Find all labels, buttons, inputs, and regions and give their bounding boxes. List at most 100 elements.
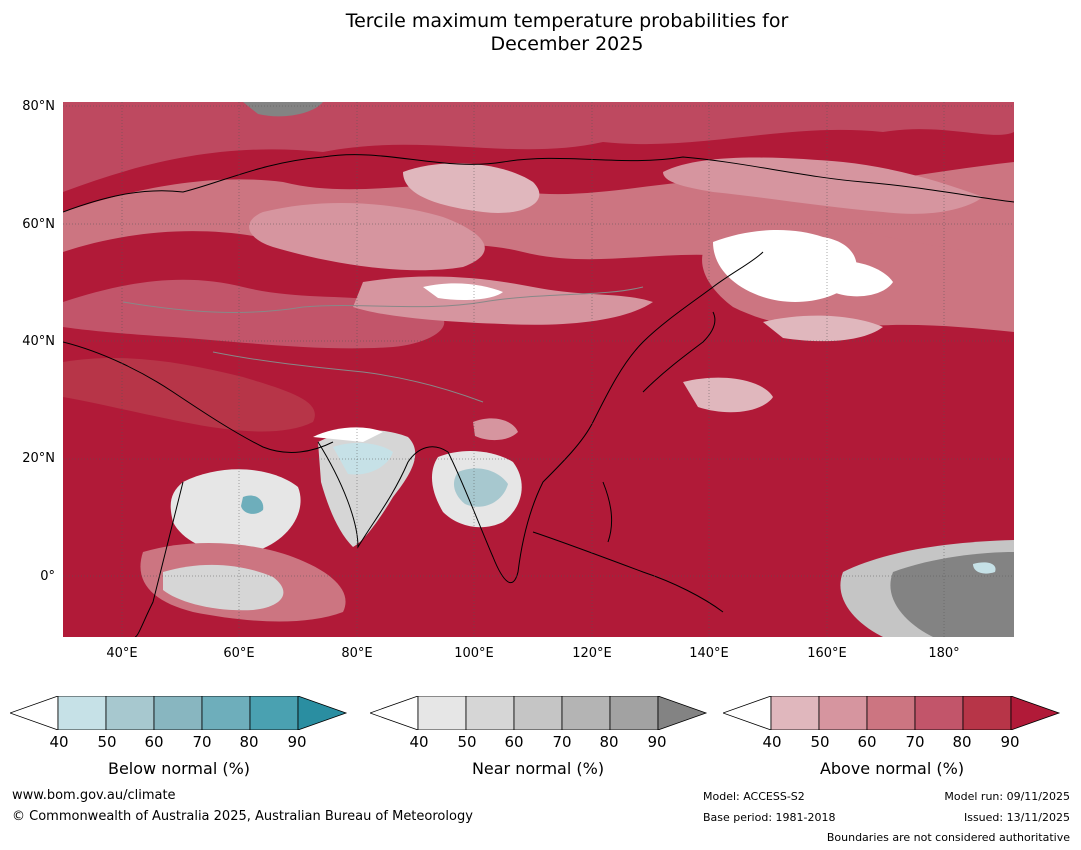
colorbar-below-title: Below normal (%) xyxy=(107,759,251,778)
lat-label-80n: 80°N xyxy=(22,99,55,114)
region-indochina-below-normal xyxy=(453,468,508,507)
tick-above-90: 90 xyxy=(1000,733,1020,751)
copyright-text: © Commonwealth of Australia 2025, Austra… xyxy=(12,809,473,824)
lon-label-120e: 120°E xyxy=(572,646,612,661)
region-north-pacific-light xyxy=(763,315,883,342)
border-line-2 xyxy=(212,351,484,403)
tick-below-60: 60 xyxy=(144,733,164,751)
region-india-below-normal xyxy=(333,442,393,475)
colorbar-below-segment xyxy=(201,696,251,730)
region-mongolia-white xyxy=(423,283,503,300)
tick-above-80: 80 xyxy=(952,733,972,751)
lat-label-40n: 40°N xyxy=(22,334,55,349)
region-west-siberia xyxy=(249,202,485,271)
base-period-text: Base period: 1981-2018 xyxy=(703,811,836,824)
region-west-pacific-light xyxy=(683,377,773,413)
region-central-siberia xyxy=(403,163,540,213)
tick-below-70: 70 xyxy=(192,733,212,751)
lon-label-140e: 140°E xyxy=(689,646,729,661)
colorbar-below-segment xyxy=(153,696,203,730)
tick-near-90: 90 xyxy=(647,733,667,751)
tick-below-50: 50 xyxy=(97,733,117,751)
probability-map xyxy=(63,102,1014,637)
indochina-coastline xyxy=(447,421,594,584)
tick-above-50: 50 xyxy=(810,733,830,751)
indonesia-outline xyxy=(532,531,724,613)
website-link[interactable]: www.bom.gov.au/climate xyxy=(12,788,176,803)
colorbar-near-segment xyxy=(513,696,563,730)
tick-near-40: 40 xyxy=(409,733,429,751)
colorbar-near-title: Near normal (%) xyxy=(471,759,605,778)
colorbar-above-segment xyxy=(818,696,868,730)
lat-label-0: 0° xyxy=(40,569,55,584)
colorbar-near xyxy=(370,696,708,730)
coastlines xyxy=(63,154,1014,637)
title-line-2: December 2025 xyxy=(490,33,644,55)
china-coastline xyxy=(592,251,764,423)
colorbar-above-segment xyxy=(962,696,1012,730)
region-arctic xyxy=(63,102,1014,192)
tick-below-90: 90 xyxy=(287,733,307,751)
tick-above-60: 60 xyxy=(857,733,877,751)
tick-near-60: 60 xyxy=(504,733,524,751)
arctic-coastline xyxy=(63,154,1014,213)
model-text: Model: ACCESS-S2 xyxy=(703,790,805,803)
colorbar-above-title: Above normal (%) xyxy=(819,759,965,778)
lat-label-20n: 20°N xyxy=(22,451,55,466)
country-borders xyxy=(122,286,644,403)
region-kamchatka-white xyxy=(713,230,857,302)
tick-below-40: 40 xyxy=(49,733,69,751)
colorbar-near-segment xyxy=(561,696,611,730)
colorbar-near-segment xyxy=(417,696,467,730)
tick-near-70: 70 xyxy=(552,733,572,751)
colorbar-below-min-triangle xyxy=(10,696,59,730)
tick-below-80: 80 xyxy=(239,733,259,751)
region-east-siberia xyxy=(663,157,983,214)
region-east-africa-below-normal xyxy=(241,495,264,514)
colorbar-above-max-triangle xyxy=(1010,696,1061,730)
region-eq-pacific-below-normal xyxy=(973,562,996,574)
colorbar-below-max-triangle xyxy=(297,696,348,730)
colorbar-below xyxy=(10,696,348,730)
disclaimer-text: Boundaries are not considered authoritat… xyxy=(826,831,1070,844)
region-sea-of-okhotsk xyxy=(823,260,893,297)
region-india-white xyxy=(313,427,383,442)
model-run-text: Model run: 09/11/2025 xyxy=(944,790,1070,803)
colorbar-near-segment xyxy=(465,696,515,730)
colorbar-above xyxy=(723,696,1061,730)
colorbar-above-segment xyxy=(770,696,820,730)
middle-east-coastline xyxy=(63,341,334,453)
title-line-1: Tercile maximum temperature probabilitie… xyxy=(345,10,789,32)
lon-label-60e: 60°E xyxy=(223,646,255,661)
colorbar-above-segment xyxy=(914,696,964,730)
tick-near-50: 50 xyxy=(457,733,477,751)
issued-text: Issued: 13/11/2025 xyxy=(963,811,1070,824)
lon-label-100e: 100°E xyxy=(454,646,494,661)
map-panel xyxy=(63,102,1014,637)
region-indian-ocean-near-normal xyxy=(163,564,284,611)
tick-near-80: 80 xyxy=(599,733,619,751)
region-central-asia xyxy=(63,279,445,349)
colorbar-below-segment xyxy=(105,696,155,730)
philippines-outline xyxy=(602,481,613,543)
region-middle-east xyxy=(63,357,315,432)
colorbar-above-segment xyxy=(866,696,916,730)
lon-label-160e: 160°E xyxy=(807,646,847,661)
colorbar-near-segment xyxy=(609,696,659,730)
gridlines xyxy=(63,102,1014,637)
east-africa-coastline xyxy=(134,481,184,637)
lon-label-180: 180° xyxy=(928,646,960,661)
japan-outline xyxy=(642,311,716,393)
region-arctic-grey xyxy=(243,102,323,117)
lat-label-60n: 60°N xyxy=(22,217,55,232)
colorbar-above-min-triangle xyxy=(723,696,772,730)
colorbar-near-max-triangle xyxy=(657,696,708,730)
map-title: Tercile maximum temperature probabilitie… xyxy=(0,10,1081,56)
lon-label-40e: 40°E xyxy=(106,646,138,661)
region-east-africa-near-normal xyxy=(170,469,301,553)
tick-above-70: 70 xyxy=(905,733,925,751)
india-coastline xyxy=(317,441,449,549)
tick-above-40: 40 xyxy=(762,733,782,751)
colorbar-below-segment xyxy=(57,696,107,730)
colorbar-near-min-triangle xyxy=(370,696,419,730)
